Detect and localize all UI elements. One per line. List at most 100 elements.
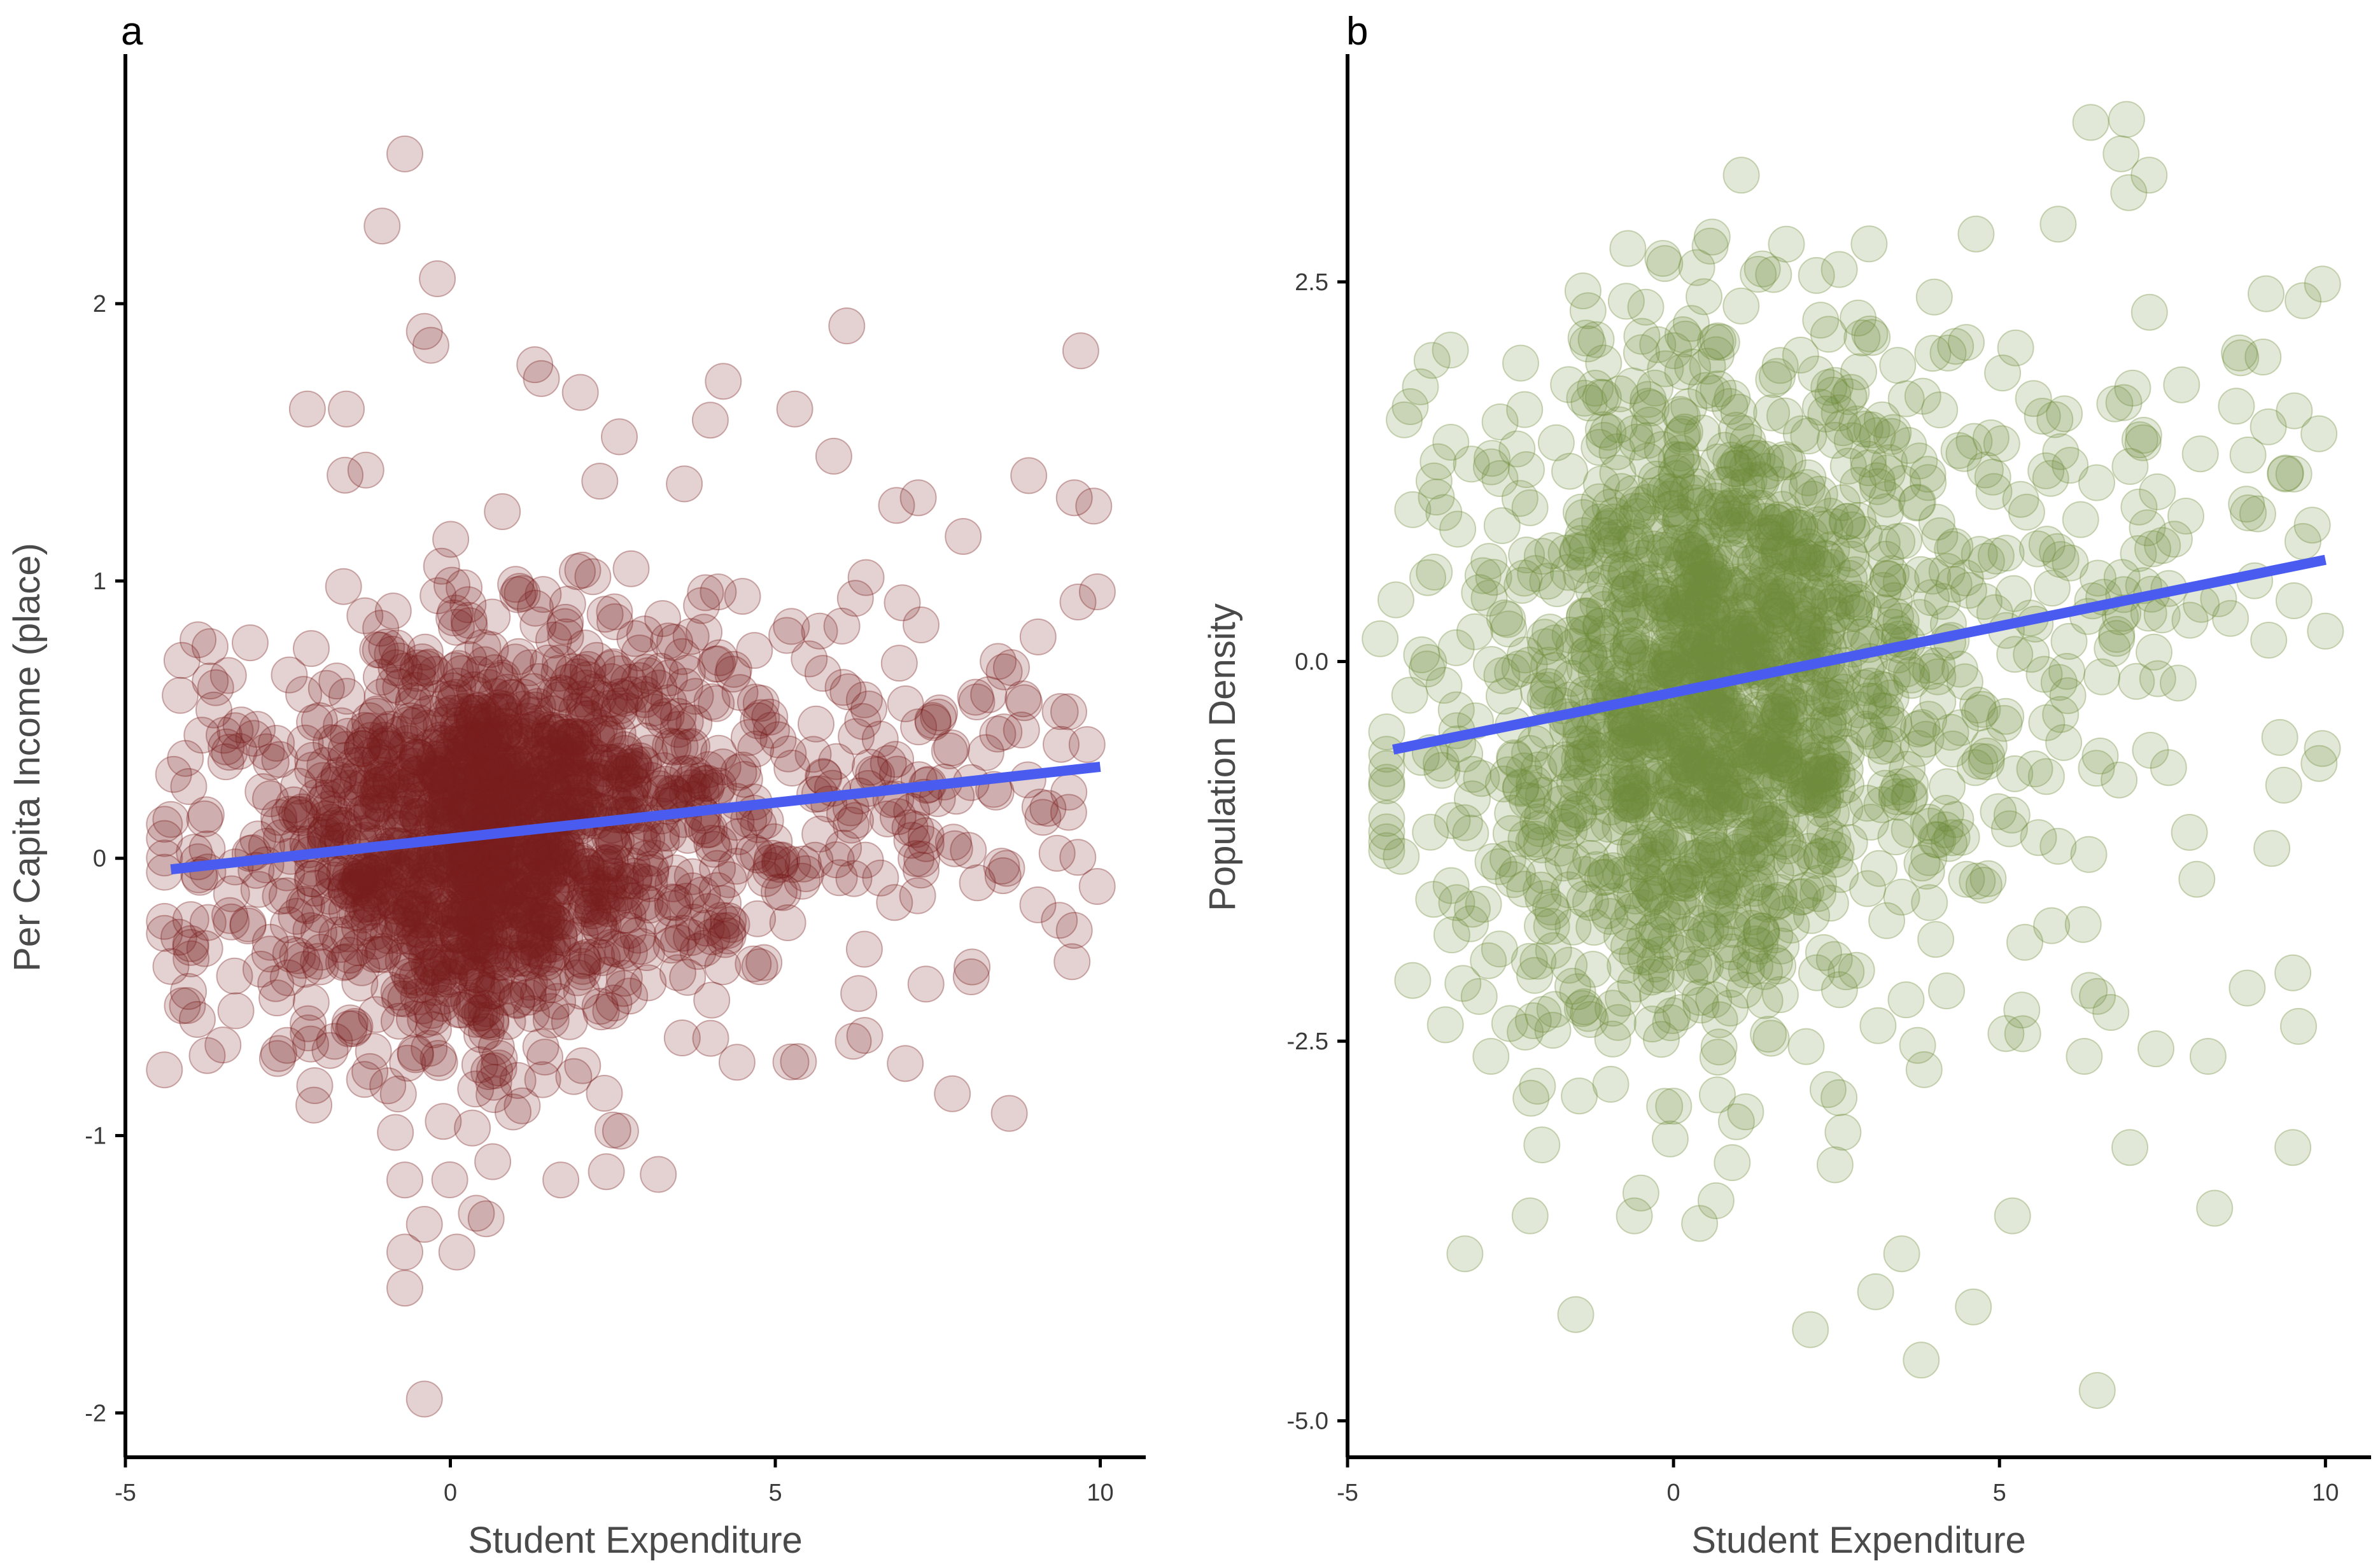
panel-b-outlier-point [2189,1038,2227,1075]
panel-a-point [490,745,528,782]
panel-a-point [320,806,357,844]
panel-a-point [448,788,486,825]
panel-b-point [1551,452,1588,490]
panel-a-point [824,669,862,706]
panel-b-point [1502,344,1539,382]
panel-a-point [565,942,602,979]
panel-a-point [664,755,701,793]
panel-a-point [452,934,489,971]
panel-a-point [606,755,644,793]
panel-a-point [370,867,407,904]
panel-a-point [519,834,557,872]
panel-b-point [2181,435,2219,473]
panel-a-point [877,741,915,778]
panel-a-point [372,766,409,804]
panel-a-outlier-point [601,418,638,456]
panel-a-outlier-point [295,1086,333,1124]
panel-a-point [239,711,276,748]
panel-a-point [559,959,596,997]
panel-a-point [472,788,509,826]
panel-a-point [520,755,558,793]
panel-a-point [338,893,376,931]
panel-b-x-tick-label: 10 [2312,1480,2339,1506]
panel-a-point [407,866,444,904]
panel-a-point [774,846,812,883]
panel-a-point [379,774,417,811]
panel-a-point [501,573,539,610]
panel-a-point [586,760,623,797]
panel-b-y-tick-label: 0.0 [1295,649,1328,676]
panel-a-point [454,765,491,802]
panel-a-point [528,853,566,891]
panel-a-point [845,930,883,968]
panel-a-point [1006,684,1043,722]
panel-a-point [327,868,365,906]
panel-a-point [626,884,664,921]
panel-a-point [395,910,433,948]
panel-a-point [794,736,832,773]
panel-a-point [455,703,493,741]
panel-a-point [659,924,697,962]
panel-a-point [668,654,706,692]
panel-a-point [574,689,611,727]
panel-a-point [368,762,405,799]
panel-a-point [508,911,546,948]
panel-a-point [593,928,630,966]
panel-a-y-ticks: -2 -1 0 1 2 [85,291,125,1427]
panel-b-point [1623,540,1660,577]
panel-a-point [519,938,557,976]
panel-a-point [589,873,626,911]
panel-b-y-tick-label: -2.5 [1287,1028,1328,1055]
panel-a-point [402,966,440,1004]
panel-a-point [192,662,229,700]
panel-a-point [540,780,577,817]
panel-b-point [1874,659,1912,696]
panel-a-point [484,743,522,781]
panel-a-point [546,608,584,645]
panel-a-point [462,904,500,941]
panel-a-point [380,1002,418,1040]
panel-a-point [604,932,642,969]
panel-a-point [739,900,777,937]
panel-a-point [876,884,913,921]
panel-a-point [391,890,429,928]
panel-a-point [413,873,451,911]
panel-b-point [2062,501,2099,538]
panel-b-point [1667,860,1705,898]
panel-a-y-axis-title: Per Capita Income (place) [6,543,48,972]
panel-a-point [456,855,494,893]
panel-a-point [481,846,518,884]
panel-a-point [518,710,556,747]
panel-b-point [1859,1007,1897,1044]
panel-a-point [404,879,442,917]
panel-a-point [915,704,952,741]
panel-b-x-tick-label: 5 [1993,1480,2006,1506]
panel-a-point [574,855,611,893]
panel-a-point [486,713,524,750]
panel-b-outlier-point [1681,1205,1719,1242]
panel-a-point [494,857,532,895]
panel-a-point [453,725,490,763]
panel-a-x-tick-label: -5 [115,1480,136,1506]
panel-a-point [397,885,434,922]
panel-a-point [473,693,511,730]
panel-a-point [893,793,931,830]
panel-a-point [460,692,497,729]
panel-a-point [565,740,602,778]
panel-a-point [699,850,736,887]
panel-a-point [407,1001,444,1038]
panel-a-point [447,892,484,929]
panel-a-point [452,739,489,777]
panel-a-point [467,717,504,754]
panel-a-point [584,904,622,942]
panel-a-point [438,902,475,939]
panel-a-point [488,774,525,812]
panel-a-point [505,944,543,982]
panel-a-point [554,653,592,690]
panel-a-point [511,963,548,1001]
panel-a-point [481,741,518,779]
panel-a-point [604,874,642,912]
panel-a-point [490,872,528,910]
panel-a-point [464,971,502,1009]
